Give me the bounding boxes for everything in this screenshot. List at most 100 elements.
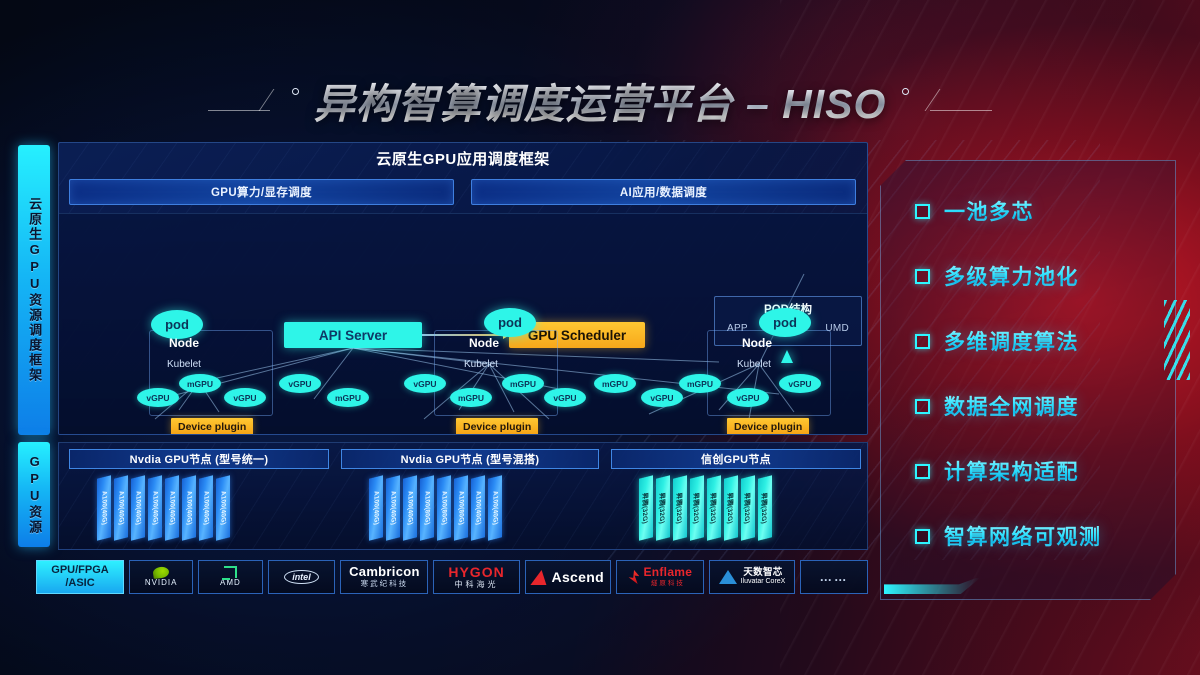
device-plugin-2[interactable]: Device plugin xyxy=(456,418,539,434)
gpu-card-label: A100(40G) xyxy=(372,490,380,526)
panel-accent-right-icon xyxy=(1164,300,1190,380)
gpu-ellipse[interactable]: mGPU xyxy=(679,374,721,393)
gpu-ellipse[interactable]: mGPU xyxy=(327,388,369,407)
gpu-card[interactable]: A100(40G) xyxy=(165,475,179,541)
gpu-card[interactable]: 昇腾(32G) xyxy=(741,475,755,541)
gpu-ellipse[interactable]: mGPU xyxy=(502,374,544,393)
node-label-3: Node xyxy=(742,336,772,350)
device-plugin-3[interactable]: Device plugin xyxy=(727,418,810,434)
gpu-card-label: A100(40G) xyxy=(219,490,227,526)
vendor-nvidia[interactable]: NVIDIA xyxy=(129,560,194,594)
gpu-card-label: A100(40G) xyxy=(202,490,210,526)
gpu-card[interactable]: A100(40G) xyxy=(199,475,213,541)
architecture-panel: 云原生GPU资源调度框架 GPU资源 云原生GPU应用调度框架 GPU算力/显存… xyxy=(18,142,868,602)
gpu-ellipse[interactable]: vGPU xyxy=(404,374,446,393)
gpu-card[interactable]: 昇腾(32G) xyxy=(707,475,721,541)
subbar-gpu-compute[interactable]: GPU算力/显存调度 xyxy=(69,179,454,205)
feature-item-6[interactable]: 智算网络可观测 xyxy=(915,516,1175,556)
gpu-scheduler-box[interactable]: GPU Scheduler xyxy=(509,322,645,348)
gpu-card-label: A100(40G) xyxy=(168,490,176,526)
gpu-card-label: A100(40G) xyxy=(185,490,193,526)
vendor-hygon-label: HYGON xyxy=(448,564,505,581)
gpu-card[interactable]: 昇腾(32G) xyxy=(673,475,687,541)
vendor-cambricon[interactable]: Cambricon 寒武纪科技 xyxy=(340,560,429,594)
gpu-ellipse[interactable]: vGPU xyxy=(279,374,321,393)
gpu-card[interactable]: A100(40G) xyxy=(369,475,383,541)
gpu-card[interactable]: 昇腾(32G) xyxy=(690,475,704,541)
vendor-amd[interactable]: AMD xyxy=(198,560,263,594)
vendor-enflame[interactable]: Enflame 燧原科技 xyxy=(615,560,704,594)
gpu-card[interactable]: A100(40G) xyxy=(114,475,128,541)
vendor-intel[interactable]: intel xyxy=(267,560,336,594)
checkbox-icon xyxy=(915,529,930,544)
vendor-hygon-sub: 中科海光 xyxy=(454,580,499,590)
gpu-card[interactable]: A100(40G) xyxy=(488,475,502,541)
gpu-card[interactable]: A100(80G) xyxy=(420,475,434,541)
pod-ellipse-2[interactable]: pod xyxy=(484,308,536,337)
gpu-ellipse[interactable]: vGPU xyxy=(544,388,586,407)
gpu-ellipse[interactable]: vGPU xyxy=(779,374,821,393)
vendor-more[interactable]: …… xyxy=(800,560,868,594)
vendor-category-line1: GPU/FPGA xyxy=(51,564,109,577)
node-group-2: pod Node Kubelet vGPU mGPU mGPU vGPU mGP… xyxy=(404,308,636,434)
gpu-card[interactable]: A100(80G) xyxy=(454,475,468,541)
gpu-card-label: A100(40G) xyxy=(117,490,125,526)
gpu-resource-area: Nvdia GPU节点 (型号统一) A100(40G) A100(40G) A10… xyxy=(58,442,868,550)
gpu-card[interactable]: 昇腾(32G) xyxy=(758,475,772,541)
feature-label-1: 一池多芯 xyxy=(944,196,1034,226)
gpu-ellipse[interactable]: vGPU xyxy=(641,388,683,407)
subbar-gpu-compute-label: GPU算力/显存调度 xyxy=(210,187,313,199)
feature-item-3[interactable]: 多维调度算法 xyxy=(915,321,1175,361)
feature-item-2[interactable]: 多级算力池化 xyxy=(915,256,1175,296)
gpu-ellipse[interactable]: vGPU xyxy=(727,388,769,407)
gpu-card[interactable]: 昇腾(32G) xyxy=(656,475,670,541)
vendor-iluvatar[interactable]: 天数智芯 Iluvatar CoreX xyxy=(708,560,796,594)
pod-ellipse-3[interactable]: pod xyxy=(759,308,811,337)
pod-ellipse-1[interactable]: pod xyxy=(151,310,203,339)
device-plugin-1[interactable]: Device plugin xyxy=(171,418,254,434)
gpu-node-column-2: Nvdia GPU节点 (型号混搭) A100(40G) A100(40G) A10… xyxy=(341,449,599,545)
gpu-card[interactable]: A100(40G) xyxy=(386,475,400,541)
vendor-ascend[interactable]: Ascend xyxy=(524,560,611,594)
feature-label-4: 数据全网调度 xyxy=(944,391,1079,421)
vendor-ascend-label: Ascend xyxy=(551,569,604,585)
vendor-nvidia-label: NVIDIA xyxy=(144,577,178,587)
kubelet-label-2: Kubelet xyxy=(464,359,498,370)
gpu-card-label: A100(40G) xyxy=(134,490,142,526)
feature-item-4[interactable]: 数据全网调度 xyxy=(915,386,1175,426)
gpu-card-label: 昇腾(32G) xyxy=(641,491,648,525)
gpu-card[interactable]: A100(80G) xyxy=(437,475,451,541)
node-frame-1 xyxy=(149,330,273,416)
feature-item-1[interactable]: 一池多芯 xyxy=(915,191,1175,231)
gpu-card-label: 昇腾(32G) xyxy=(675,491,682,525)
vendor-amd-label: AMD xyxy=(219,578,241,588)
gpu-card[interactable]: 昇腾(32G) xyxy=(724,475,738,541)
gpu-card[interactable]: A100(40G) xyxy=(97,475,111,541)
gpu-ellipse[interactable]: vGPU xyxy=(137,388,179,407)
gpu-card[interactable]: A100(40G) xyxy=(216,475,230,541)
iluvatar-mountain-icon xyxy=(718,570,737,584)
gpu-ellipse[interactable]: mGPU xyxy=(179,374,221,393)
gpu-ellipse[interactable]: mGPU xyxy=(450,388,492,407)
pod-structure-box: POD结构 APP CUDA UMD xyxy=(714,296,862,346)
gpu-card-label: A100(80G) xyxy=(423,490,431,526)
checkbox-icon xyxy=(915,334,930,349)
gpu-card[interactable]: A100(40G) xyxy=(182,475,196,541)
subbar-ai-app[interactable]: AI应用/数据调度 xyxy=(471,179,856,205)
gpu-card[interactable]: A100(40G) xyxy=(403,475,417,541)
gpu-card[interactable]: A100(40G) xyxy=(148,475,162,541)
gpu-card[interactable]: A100(40G) xyxy=(471,475,485,541)
kubelet-label-1: Kubelet xyxy=(167,359,201,370)
vendor-hygon[interactable]: HYGON 中科海光 xyxy=(433,560,520,594)
vendor-cambricon-label: Cambricon xyxy=(349,564,420,580)
gpu-ellipse[interactable]: vGPU xyxy=(224,388,266,407)
api-server-box[interactable]: API Server xyxy=(284,322,422,348)
gpu-ellipse[interactable]: mGPU xyxy=(594,374,636,393)
node-group-1: pod Node Kubelet vGPU mGPU vGPU vGPU mGP… xyxy=(129,310,369,434)
gpu-card[interactable]: 昇腾(32G) xyxy=(639,475,653,541)
gpu-card[interactable]: A100(40G) xyxy=(131,475,145,541)
vendor-category-line2: /ASIC xyxy=(65,577,95,589)
feature-item-5[interactable]: 计算架构适配 xyxy=(915,451,1175,491)
kubelet-label-3: Kubelet xyxy=(737,359,771,370)
vendor-iluvatar-label: 天数智芯 xyxy=(743,566,783,578)
